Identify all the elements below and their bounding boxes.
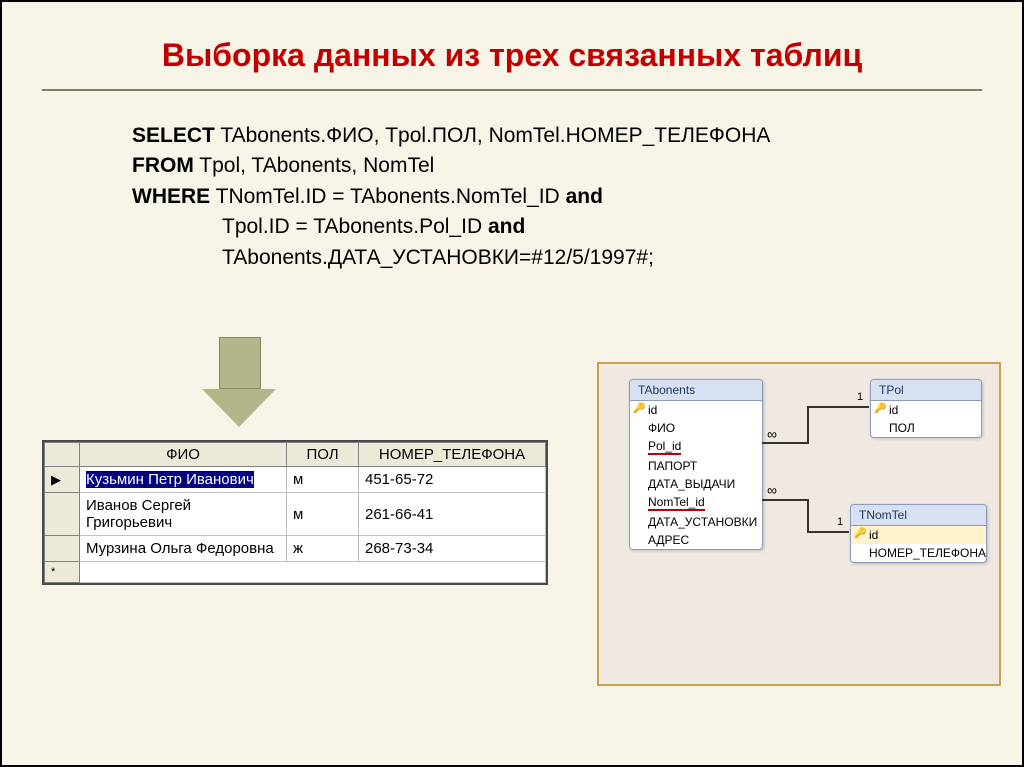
sql-where-3a: TAbonents. bbox=[222, 246, 328, 269]
db-field: НОМЕР_ТЕЛЕФОНА bbox=[851, 544, 986, 562]
sql-where-3b: ДАТА_УСТАНОВКИ bbox=[328, 246, 519, 269]
col-pol: ПОЛ bbox=[287, 443, 359, 467]
sql-select-f2a: , Tpol. bbox=[374, 124, 432, 147]
result-table: ФИО ПОЛ НОМЕР_ТЕЛЕФОНА ▶ Кузьмин Петр Ив… bbox=[42, 440, 548, 585]
relations-diagram: TAbonents id ФИО Pol_id ПАПОРТ ДАТА_ВЫДА… bbox=[597, 362, 1001, 686]
db-field: NomTel_id bbox=[630, 493, 762, 513]
rel-line bbox=[762, 442, 807, 444]
row-mark: ▶ bbox=[45, 467, 80, 493]
row-mark: * bbox=[45, 562, 80, 583]
sql-select-f1b: ФИО bbox=[326, 124, 373, 147]
db-field: АДРЕС bbox=[630, 531, 762, 549]
col-fio: ФИО bbox=[80, 443, 287, 467]
rel-label-inf: ∞ bbox=[767, 482, 777, 498]
cell-fio: Кузьмин Петр Иванович bbox=[80, 467, 287, 493]
rel-line bbox=[807, 406, 809, 444]
table-row: Иванов Сергей Григорьевич м 261-66-41 bbox=[45, 493, 546, 536]
db-title: TPol bbox=[871, 380, 981, 401]
rel-label-one: 1 bbox=[857, 391, 863, 403]
col-phone: НОМЕР_ТЕЛЕФОНА bbox=[359, 443, 546, 467]
db-field: ДАТА_УСТАНОВКИ bbox=[630, 513, 762, 531]
sql-select-f1a: TAbonents. bbox=[220, 124, 326, 147]
row-mark bbox=[45, 536, 80, 562]
db-box-tnomtel: TNomTel id НОМЕР_ТЕЛЕФОНА bbox=[850, 504, 987, 563]
table-row: ▶ Кузьмин Петр Иванович м 451-65-72 bbox=[45, 467, 546, 493]
db-box-tpol: TPol id ПОЛ bbox=[870, 379, 982, 438]
rel-label-one: 1 bbox=[837, 516, 843, 528]
cell-fio: Мурзина Ольга Федоровна bbox=[80, 536, 287, 562]
sql-from-kw: FROM bbox=[132, 154, 194, 177]
sql-select-f3a: , NomTel. bbox=[477, 124, 566, 147]
sql-where-kw: WHERE bbox=[132, 185, 210, 208]
cell-pol: ж bbox=[287, 536, 359, 562]
db-field: id bbox=[630, 401, 762, 419]
db-field: id bbox=[851, 526, 986, 544]
db-field: ПАПОРТ bbox=[630, 457, 762, 475]
sql-and2: and bbox=[488, 215, 525, 238]
arrow-down-icon bbox=[202, 337, 276, 427]
sql-where-2: Tpol.ID = TAbonents.Pol_ID bbox=[222, 215, 488, 238]
db-field: ПОЛ bbox=[871, 419, 981, 437]
db-box-tabonents: TAbonents id ФИО Pol_id ПАПОРТ ДАТА_ВЫДА… bbox=[629, 379, 763, 550]
db-field: ФИО bbox=[630, 419, 762, 437]
cell-phone: 451-65-72 bbox=[359, 467, 546, 493]
cell-pol: м bbox=[287, 467, 359, 493]
cell-phone: 261-66-41 bbox=[359, 493, 546, 536]
cell-phone: 268-73-34 bbox=[359, 536, 546, 562]
sql-query: SELECT TAbonents.ФИО, Tpol.ПОЛ, NomTel.Н… bbox=[132, 121, 962, 273]
rel-label-inf: ∞ bbox=[767, 426, 777, 442]
sql-select-f2b: ПОЛ bbox=[432, 124, 477, 147]
db-title: TNomTel bbox=[851, 505, 986, 526]
db-field: id bbox=[871, 401, 981, 419]
db-field: Pol_id bbox=[630, 437, 762, 457]
rel-line bbox=[762, 499, 807, 501]
sql-and1: and bbox=[566, 185, 603, 208]
sql-select-kw: SELECT bbox=[132, 124, 215, 147]
sql-where-1: TNomTel.ID = TAbonents.NomTel_ID bbox=[210, 185, 565, 208]
db-field: ДАТА_ВЫДАЧИ bbox=[630, 475, 762, 493]
sql-select-f3b: НОМЕР_ТЕЛЕФОНА bbox=[566, 124, 771, 147]
title-underline bbox=[42, 89, 982, 91]
rel-line bbox=[807, 531, 849, 533]
sql-from-tables: Tpol, TAbonents, NomTel bbox=[194, 154, 434, 177]
slide-title: Выборка данных из трех связанных таблиц bbox=[2, 2, 1022, 89]
row-header-blank bbox=[45, 443, 80, 467]
table-row-empty: * bbox=[45, 562, 546, 583]
table-row: Мурзина Ольга Федоровна ж 268-73-34 bbox=[45, 536, 546, 562]
cell-pol: м bbox=[287, 493, 359, 536]
row-mark bbox=[45, 493, 80, 536]
cell-fio: Иванов Сергей Григорьевич bbox=[80, 493, 287, 536]
rel-line bbox=[807, 499, 809, 531]
sql-where-3c: =#12/5/1997#; bbox=[519, 246, 654, 269]
db-title: TAbonents bbox=[630, 380, 762, 401]
rel-line bbox=[807, 406, 869, 408]
